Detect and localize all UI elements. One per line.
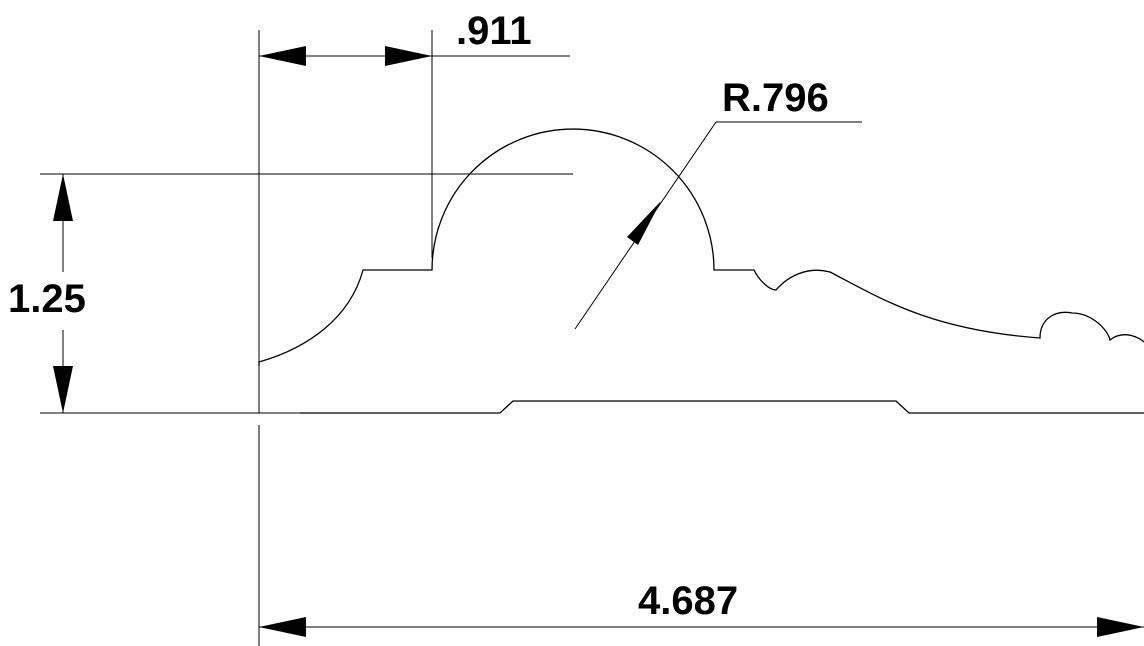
profile-top-outline (258, 128, 1144, 366)
overall-width-dimension: 4.687 (259, 579, 1144, 637)
top-width-dimension: .911 (259, 9, 570, 66)
overall-width-arrow-left (259, 617, 306, 637)
radius-label: R.796 (722, 76, 829, 120)
radius-arrow (627, 201, 661, 245)
top-width-label: .911 (456, 9, 532, 53)
radius-dimension: R.796 (574, 76, 862, 330)
top-width-arrow-right (385, 46, 432, 66)
overall-width-label: 4.687 (638, 579, 738, 623)
top-width-arrow-left (259, 46, 306, 66)
profile-bottom-outline (300, 400, 1144, 414)
molding-profile (258, 128, 1144, 414)
height-arrow-top (53, 174, 73, 221)
extension-lines (40, 30, 573, 646)
height-dimension: 1.25 (8, 174, 86, 413)
overall-width-arrow-right (1097, 617, 1144, 637)
height-label: 1.25 (8, 277, 86, 321)
height-arrow-bottom (53, 366, 73, 413)
